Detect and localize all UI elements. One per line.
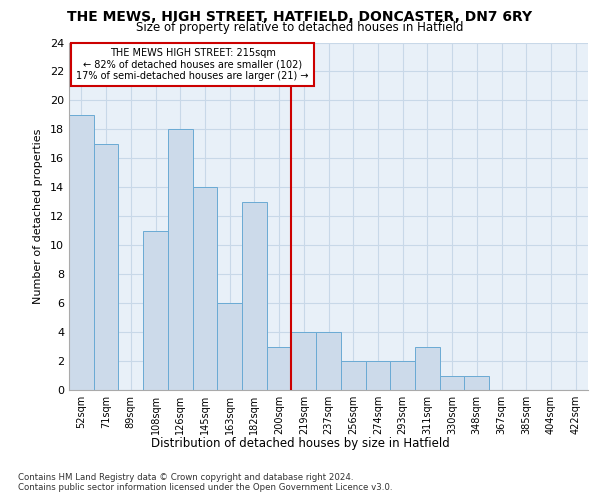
Bar [69,115,94,390]
Bar [267,346,292,390]
Text: Contains public sector information licensed under the Open Government Licence v3: Contains public sector information licen… [18,484,392,492]
Bar [168,130,193,390]
Bar [316,332,341,390]
Text: THE MEWS, HIGH STREET, HATFIELD, DONCASTER, DN7 6RY: THE MEWS, HIGH STREET, HATFIELD, DONCAST… [67,10,533,24]
Bar [217,303,242,390]
Bar [242,202,267,390]
Bar [341,361,365,390]
Y-axis label: Number of detached properties: Number of detached properties [33,128,43,304]
Text: Size of property relative to detached houses in Hatfield: Size of property relative to detached ho… [136,22,464,35]
Text: Distribution of detached houses by size in Hatfield: Distribution of detached houses by size … [151,438,449,450]
Bar [365,361,390,390]
Bar [193,188,217,390]
Text: Contains HM Land Registry data © Crown copyright and database right 2024.: Contains HM Land Registry data © Crown c… [18,472,353,482]
Bar [440,376,464,390]
Bar [143,230,168,390]
Bar [464,376,489,390]
Bar [94,144,118,390]
Text: THE MEWS HIGH STREET: 215sqm
← 82% of detached houses are smaller (102)
17% of s: THE MEWS HIGH STREET: 215sqm ← 82% of de… [76,48,309,82]
Bar [390,361,415,390]
Bar [415,346,440,390]
Bar [292,332,316,390]
